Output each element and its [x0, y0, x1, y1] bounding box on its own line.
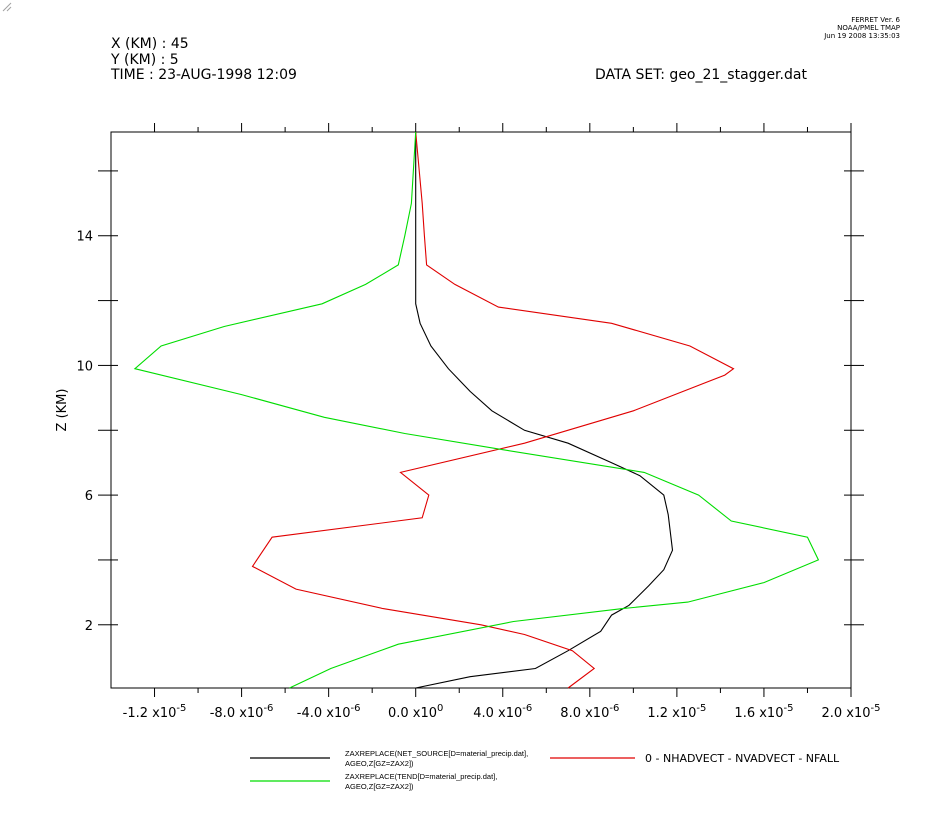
- y-tick-label: 6: [85, 489, 93, 504]
- stamp-line-date: Jun 19 2008 13:35:03: [824, 32, 900, 40]
- legend-label-0: ZAXREPLACE(NET_SOURCE[D=material_precip.…: [345, 749, 528, 758]
- legend-label-0: AGEO,Z[GZ=ZAX2]): [345, 759, 414, 768]
- y-tick-label: 10: [76, 359, 93, 374]
- x-tick-label: 8.0 x10-6: [560, 703, 619, 721]
- version-stamp: FERRET Ver. 6 NOAA/PMEL TMAP Jun 19 2008…: [824, 16, 900, 40]
- y-tick-label: 2: [85, 619, 93, 634]
- plot-frame: [110, 131, 852, 689]
- x-position-label: X (KM) : 45: [111, 36, 189, 52]
- series-line-2: [133, 131, 820, 689]
- x-tick-label: 2.0 x10-5: [821, 703, 880, 721]
- x-tick-label: 1.6 x10-5: [734, 703, 793, 721]
- x-tick-label: -8.0 x10-6: [210, 703, 274, 721]
- x-tick-label: 0.0 x100: [388, 703, 443, 721]
- x-tick-label: 4.0 x10-6: [473, 703, 532, 721]
- legend-label-2: ZAXREPLACE(TEND[D=material_precip.dat],: [345, 772, 497, 781]
- x-tick-label: -1.2 x10-5: [123, 703, 187, 721]
- stamp-line-version: FERRET Ver. 6: [851, 16, 900, 24]
- time-label: TIME : 23-AUG-1998 12:09: [111, 67, 297, 83]
- y-tick-label: 14: [76, 230, 93, 245]
- resize-grip-icon[interactable]: [0, 0, 12, 12]
- stamp-line-org: NOAA/PMEL TMAP: [837, 24, 900, 32]
- x-tick-label: -4.0 x10-6: [297, 703, 361, 721]
- x-tick-label: 1.2 x10-5: [647, 703, 706, 721]
- legend-label-2: AGEO,Z[GZ=ZAX2]): [345, 782, 414, 791]
- legend-label-1: 0 - NHADVECT - NVADVECT - NFALL: [645, 752, 840, 765]
- dataset-label: DATA SET: geo_21_stagger.dat: [595, 67, 807, 83]
- y-position-label: Y (KM) : 5: [111, 52, 179, 68]
- y-axis-label: Z (KM): [55, 389, 70, 432]
- series-line-0: [415, 132, 674, 689]
